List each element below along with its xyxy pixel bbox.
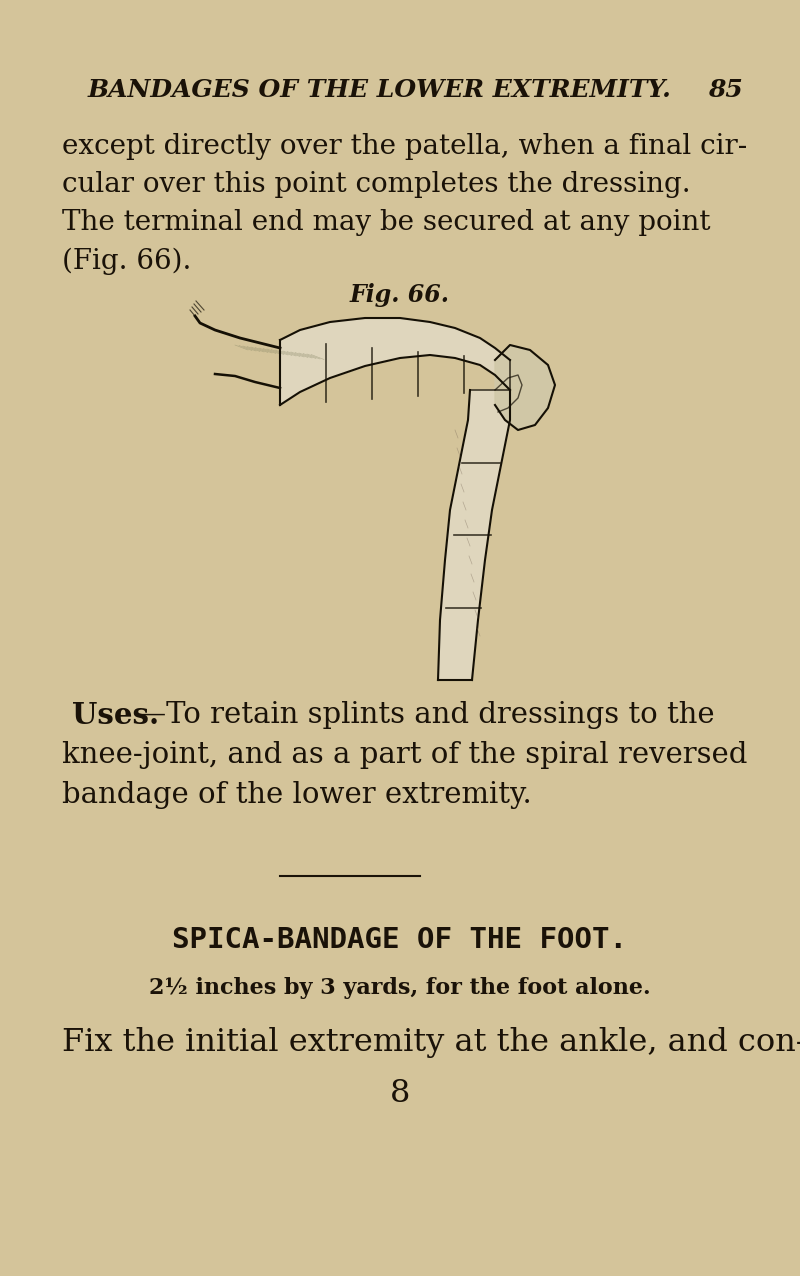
Polygon shape (495, 345, 555, 430)
Text: 8: 8 (390, 1078, 410, 1110)
Text: BANDAGES OF THE LOWER EXTREMITY.: BANDAGES OF THE LOWER EXTREMITY. (88, 78, 672, 102)
Text: bandage of the lower extremity.: bandage of the lower extremity. (62, 781, 532, 809)
Text: Fig. 66.: Fig. 66. (350, 283, 450, 308)
Text: (Fig. 66).: (Fig. 66). (62, 248, 191, 274)
Text: 85: 85 (708, 78, 743, 102)
Text: except directly over the patella, when a final cir-: except directly over the patella, when a… (62, 134, 747, 161)
Text: Uses.: Uses. (72, 701, 159, 730)
Text: Fix the initial extremity at the ankle, and con-: Fix the initial extremity at the ankle, … (62, 1026, 800, 1058)
Text: —To retain splints and dressings to the: —To retain splints and dressings to the (137, 701, 714, 729)
Text: 2½ inches by 3 yards, for the foot alone.: 2½ inches by 3 yards, for the foot alone… (149, 977, 651, 999)
Text: knee-joint, and as a part of the spiral reversed: knee-joint, and as a part of the spiral … (62, 741, 747, 769)
Polygon shape (280, 318, 510, 404)
Text: SPICA-BANDAGE OF THE FOOT.: SPICA-BANDAGE OF THE FOOT. (173, 926, 627, 954)
Text: The terminal end may be secured at any point: The terminal end may be secured at any p… (62, 209, 710, 236)
Text: cular over this point completes the dressing.: cular over this point completes the dres… (62, 171, 690, 199)
Polygon shape (438, 390, 510, 680)
